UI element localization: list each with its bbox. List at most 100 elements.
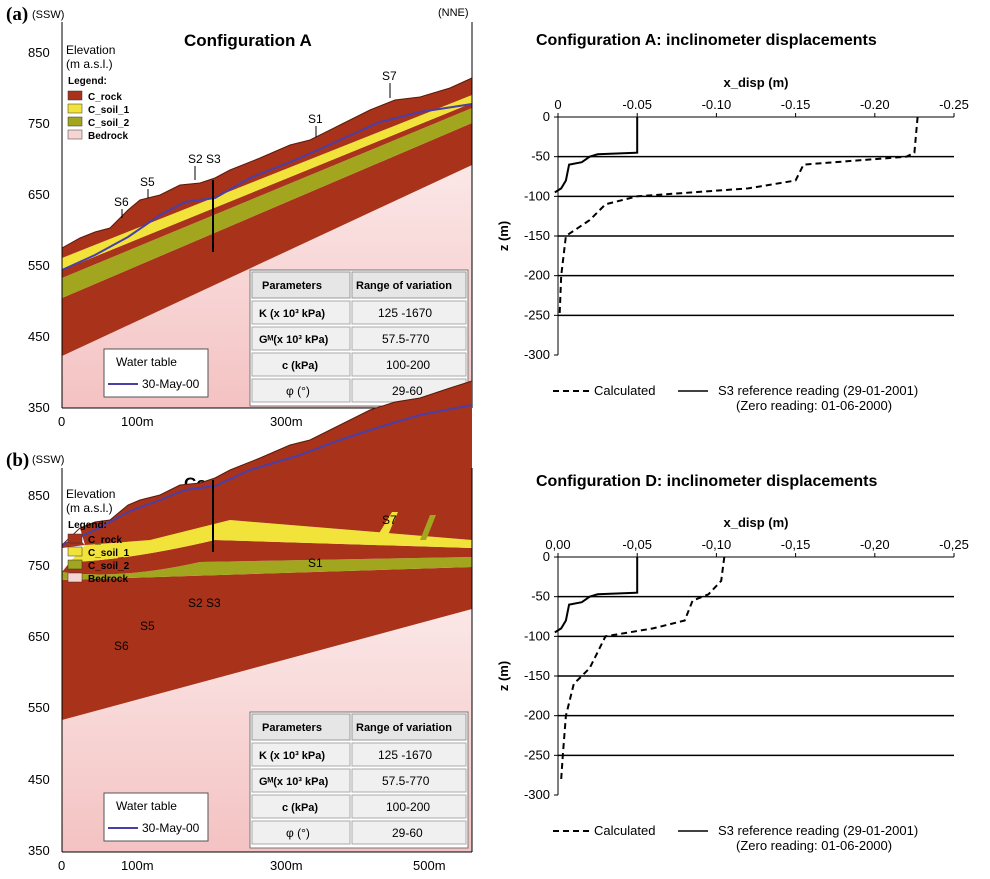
legend-label-c-soil-2: C_soil_2 [88,561,130,572]
panel-a-table-param: K (x 10³ kPa) [259,308,325,320]
series-calculated-line [560,556,726,780]
panel-b-x-ticks: 0 100m 300m 500m [58,858,446,873]
panel-b-legend: Legend: C_rock C_soil_1 C_soil_2 Bedrock [67,520,130,585]
panel-b-ground-surface [61,380,473,546]
station-label-s5: S5 [140,175,155,189]
y-tick-label: -300 [524,347,550,362]
panel-b-parameter-table: Parameters Range of variation K (x 10³ k… [249,711,469,849]
panel-a-soil1-layer [62,95,472,270]
panel-b-table-cell [351,794,467,819]
panel-a-x-tick: 100m [121,414,154,429]
station-label-s7: S7 [382,513,397,527]
panel-b-x-tick: 500m [413,858,446,873]
panel-b-table-header-cell [251,713,351,741]
panel-a-y-tick: 350 [28,400,50,415]
panel-a-right-direction: (NNE) [438,7,469,19]
x-tick-label: -0.25 [939,97,969,112]
panel-a-water-table-title: Water table [116,355,177,369]
panel-a-elevation-label: Elevation [66,43,115,57]
station-label-s2: S2 [188,596,203,610]
panel-a-section: (a) (SSW) (NNE) Configuration A 850 750 … [6,4,473,429]
panel-b-soil1-band [378,512,398,535]
panel-b-soil1-layer [70,520,472,562]
panel-a-table-cell [251,352,351,377]
panel-a-mid-rock-layer [62,103,472,278]
panel-b-table-param: K (x 10³ kPa) [259,750,325,762]
panel-a-table-value: 57.5-770 [382,332,430,346]
legend-label-bedrock: Bedrock [88,131,128,142]
panel-b-table-param: Gᴹ(x 10³ kPa) [259,776,329,788]
y-axis-label: z (m) [496,221,511,251]
series-s3-reference-line [554,557,639,634]
x-tick-label: -0,15 [781,537,811,552]
panel-b-mid-rock-layer [62,540,472,575]
panel-a-ground-surface [61,77,473,270]
panel-a-y-tick: 550 [28,258,50,273]
panel-b-table-cell [251,820,351,845]
legend-label-c-rock: C_rock [88,535,122,546]
panel-b-soil2-band [420,515,436,540]
panel-a-table-param: c (kPa) [282,360,318,372]
legend-swatch-c-soil-1 [67,546,83,557]
inclinometer-title-a: Configuration A: inclinometer displaceme… [536,32,877,49]
y-tick-label: -250 [524,307,550,322]
panel-b-water-table-line [61,404,473,546]
inclinometer-chart-b: Configuration D: inclinometer displaceme… [496,473,969,853]
legend-label-c-rock: C_rock [88,92,122,103]
panel-a-table-param: Gᴹ(x 10³ kPa) [259,334,329,346]
inclinometer-title-b: Configuration D: inclinometer displaceme… [536,473,877,490]
panel-b-table-value: 125 -1670 [378,748,432,762]
x-tick-label: -0,25 [939,537,969,552]
legend-label-c-soil-1: C_soil_1 [88,105,130,116]
legend-label-s3-reference: S3 reference reading (29-01-2001) [718,823,918,838]
x-tick-label: -0.05 [622,97,652,112]
panel-b-soil2-layer [62,557,472,580]
series-s3-reference-line [554,117,639,194]
panel-b-y-tick: 750 [28,558,50,573]
station-label-s3: S3 [206,596,221,610]
legend-zero-reading-note: (Zero reading: 01-06-2000) [736,838,892,853]
panel-a-left-direction: (SSW) [32,9,64,21]
panel-a-table-cell [351,300,467,325]
x-tick-label: -0.15 [781,97,811,112]
panel-b-y-tick: 350 [28,843,50,858]
x-tick-label: 0 [554,97,561,112]
panel-b-y-tick: 850 [28,488,50,503]
y-tick-label: -50 [531,589,550,604]
panel-a-table-cell [251,300,351,325]
legend-swatch-c-soil-2 [67,559,83,570]
panel-b-table-param: φ (°) [286,826,310,840]
panel-b-stations: S6 S5 S2 S3 S1 S7 [114,513,397,653]
panel-a-legend-title: Legend: [68,76,107,87]
y-tick-label: -150 [524,668,550,683]
y-axis-label: z (m) [496,661,511,691]
station-label-s5: S5 [140,619,155,633]
series-calculated-line [558,116,919,316]
panel-b-water-table-legend: Water table 30-May-00 [103,792,209,842]
panel-a-lower-rock-layer [62,123,472,356]
legend-label-bedrock: Bedrock [88,574,128,585]
panel-b-x-tick: 300m [270,858,303,873]
panel-a-stations: S6 S5 S2 S3 S1 S7 [114,69,397,218]
y-tick-label: -100 [524,188,550,203]
panel-b-y-ticks: 850 750 650 550 450 350 [28,488,50,858]
panel-a-x-tick: 300m [270,414,303,429]
panel-a-config-title: Configuration A [184,31,312,50]
x-axis-label: x_disp (m) [723,75,788,90]
legend-swatch-c-rock [67,533,83,544]
y-tick-label: -250 [524,747,550,762]
panel-b-elevation-unit: (m a.s.l.) [66,501,113,515]
panel-b-left-direction: (SSW) [32,454,64,466]
x-axis-label: x_disp (m) [723,515,788,530]
panel-b-x-tick: 0 [58,858,65,873]
panel-a-y-tick: 850 [28,45,50,60]
panel-b-table-cell [251,768,351,793]
panel-b-y-tick: 450 [28,772,50,787]
panel-a-table-param: φ (°) [286,384,310,398]
panel-b-table-cell [351,768,467,793]
station-label-s6: S6 [114,639,129,653]
panel-a-label: (a) [6,4,28,25]
panel-a-y-tick: 450 [28,329,50,344]
panel-b-table-header: Parameters [262,722,322,734]
